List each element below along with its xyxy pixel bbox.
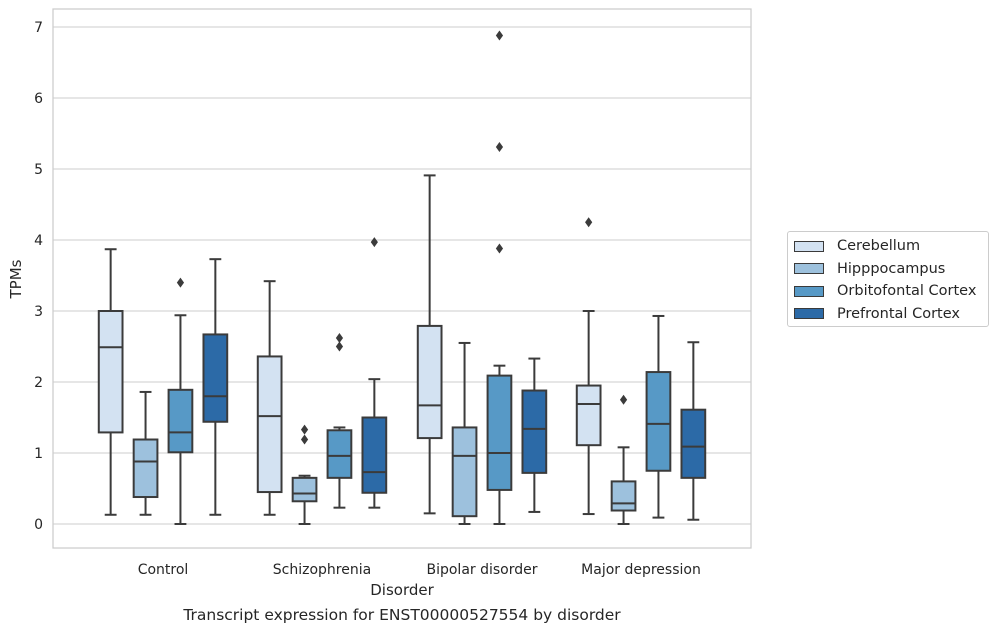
outlier-point	[335, 332, 344, 343]
outlier-point	[619, 394, 628, 405]
legend-swatch	[794, 240, 824, 252]
outlier-point	[370, 237, 378, 248]
iqr-box	[451, 426, 478, 518]
box-plots	[97, 30, 707, 525]
legend-item: Cerebellum	[794, 237, 920, 255]
iqr-box	[416, 324, 443, 440]
legend-swatch	[794, 308, 824, 320]
box-prefrontal-cortex	[680, 341, 707, 521]
x-tick-label: Control	[138, 562, 189, 578]
box-hipppocampus	[291, 424, 318, 525]
y-tick-label: 0	[34, 517, 43, 533]
legend-label: Hipppocampus	[837, 260, 946, 277]
iqr-box	[521, 389, 548, 474]
box-prefrontal-cortex	[361, 237, 388, 509]
y-tick-label: 5	[34, 162, 43, 178]
iqr-box	[361, 416, 388, 494]
iqr-box	[680, 408, 707, 479]
plot-frame	[52, 8, 752, 549]
box-prefrontal-cortex	[202, 258, 229, 516]
legend-item: Orbitofontal Cortex	[794, 282, 976, 300]
box-cerebellum	[575, 217, 602, 516]
y-tick-label: 2	[34, 375, 43, 391]
iqr-box	[610, 480, 637, 512]
legend-label: Prefrontal Cortex	[837, 305, 960, 322]
iqr-box	[326, 429, 353, 479]
y-tick-label: 1	[34, 446, 43, 462]
iqr-box	[132, 438, 159, 499]
y-tick-label: 7	[34, 20, 43, 36]
outlier-point	[300, 424, 309, 435]
legend-swatch	[794, 263, 824, 275]
iqr-box	[575, 384, 602, 447]
x-tick-label: Major depression	[581, 562, 701, 578]
outlier-point	[585, 217, 593, 228]
box-orbitofontal-cortex	[326, 332, 353, 509]
legend-label: Cerebellum	[837, 238, 921, 254]
box-hipppocampus	[132, 390, 159, 516]
y-tick-label: 6	[34, 91, 43, 107]
box-orbitofontal-cortex	[486, 30, 513, 525]
x-tick-labels: Control Schizophrenia Bipolar disorder Majo…	[138, 562, 701, 578]
legend-item: Hipppocampus	[794, 260, 945, 278]
box-prefrontal-cortex	[521, 357, 548, 513]
box-hipppocampus	[610, 394, 637, 525]
iqr-box	[202, 333, 229, 423]
x-tick-label: Schizophrenia	[273, 562, 371, 578]
iqr-box	[645, 371, 672, 472]
y-tick-labels: 0 1 2 3 4 5 6 7	[34, 20, 43, 533]
box-orbitofontal-cortex	[645, 314, 672, 519]
y-tick-label: 4	[34, 233, 43, 249]
iqr-box	[256, 355, 283, 494]
iqr-box	[167, 388, 194, 454]
outlier-point	[495, 243, 504, 254]
iqr-box	[97, 310, 124, 434]
y-axis-label: TPMs	[7, 259, 25, 299]
box-hipppocampus	[451, 341, 478, 525]
box-cerebellum	[256, 280, 283, 516]
x-axis-label: Disorder	[370, 581, 434, 599]
box-orbitofontal-cortex	[167, 277, 194, 525]
legend-label: Orbitofontal Cortex	[837, 283, 977, 300]
chart-caption: Transcript expression for ENST0000052755…	[183, 606, 621, 624]
legend-swatch	[794, 285, 824, 297]
outlier-point	[495, 141, 504, 152]
iqr-box	[291, 476, 318, 503]
outlier-point	[495, 30, 504, 41]
box-cerebellum	[416, 174, 443, 515]
outlier-point	[176, 277, 185, 288]
x-tick-label: Bipolar disorder	[426, 562, 537, 578]
box-cerebellum	[97, 248, 124, 516]
legend-item: Prefrontal Cortex	[794, 305, 960, 323]
iqr-box	[486, 374, 513, 491]
y-tick-label: 3	[34, 304, 43, 320]
outlier-point	[300, 434, 309, 445]
legend: Cerebellum Hipppocampus Orbitofontal Corte…	[787, 231, 989, 327]
outlier-point	[335, 341, 344, 352]
